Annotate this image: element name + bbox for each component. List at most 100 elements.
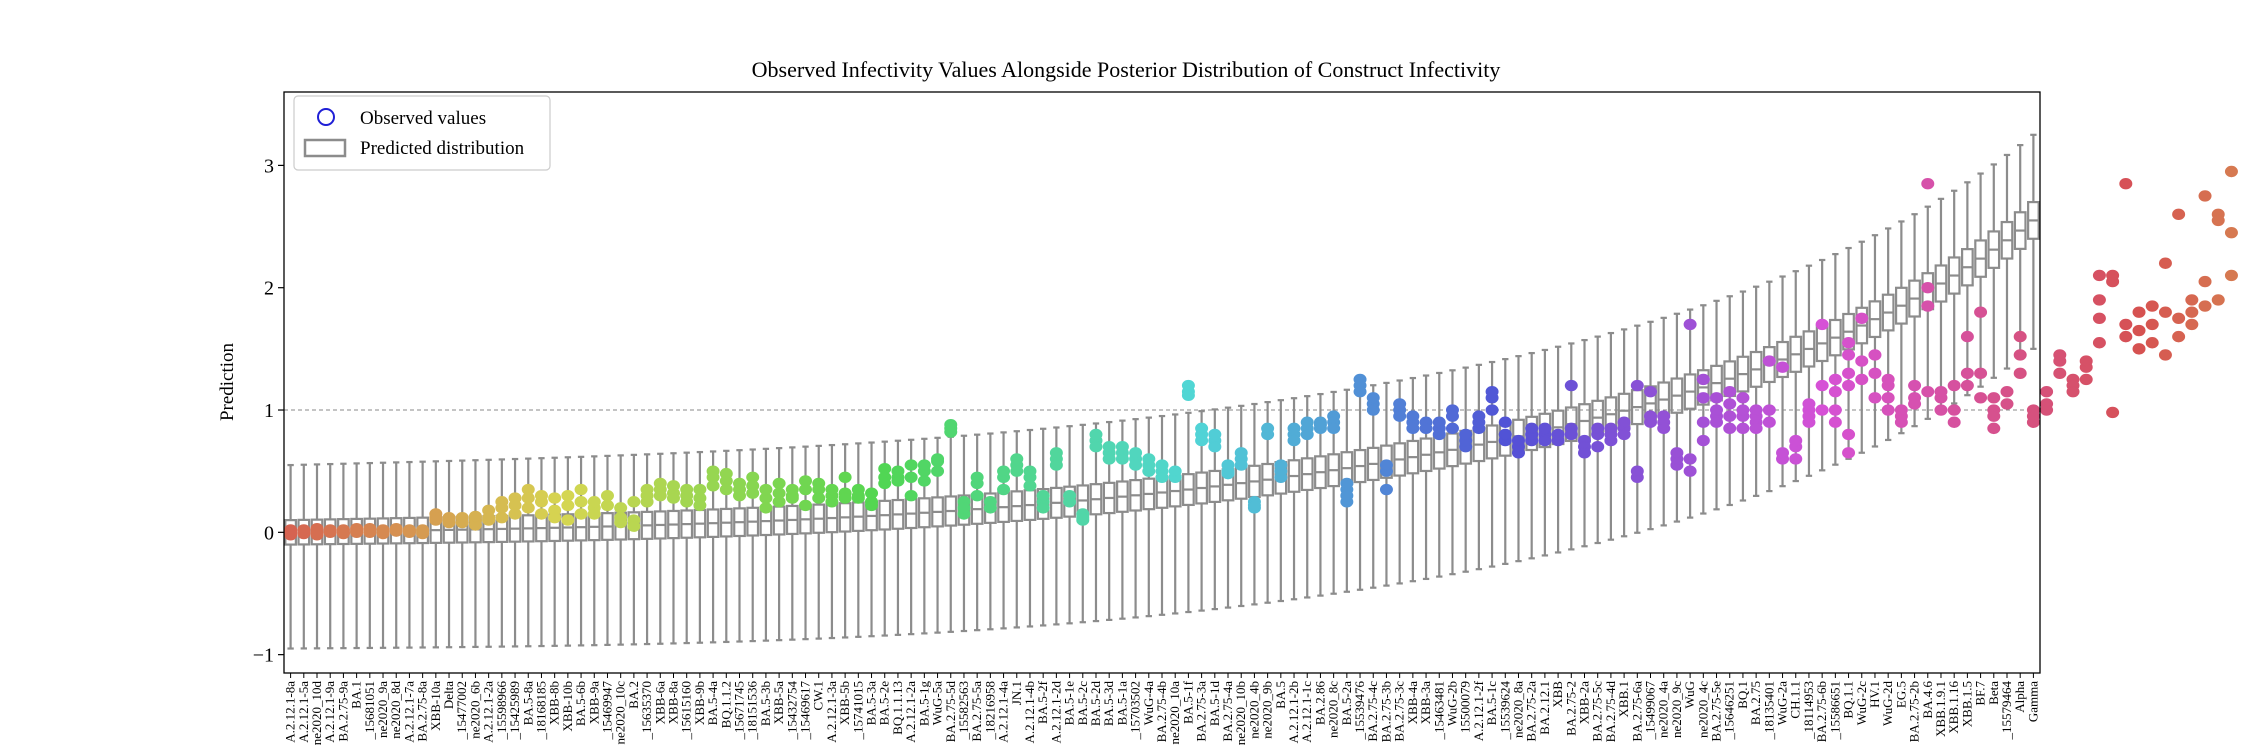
observed-point — [455, 516, 469, 529]
x-tick-label: ne2020_8c — [1326, 681, 1341, 738]
observed-point — [2185, 306, 2199, 318]
observed-point — [323, 525, 337, 537]
observed-point — [1195, 422, 1209, 435]
y-axis-label: Prediction — [217, 342, 238, 421]
observed-point — [2026, 410, 2040, 422]
x-tick-label: _15703502 — [1128, 681, 1143, 741]
x-tick-label: ne2020_9c — [1669, 681, 1684, 738]
observed-point — [1181, 389, 1195, 402]
x-tick-label: ne2020_4b — [1246, 681, 1261, 739]
observed-point — [1710, 416, 1724, 428]
observed-point — [1828, 404, 1842, 416]
observed-point — [970, 489, 984, 502]
y-tick-label: 3 — [264, 155, 274, 177]
observed-point — [1340, 489, 1354, 502]
x-tick-label: BQ.1 — [1735, 681, 1750, 709]
observed-point — [1406, 422, 1420, 435]
observed-point — [1921, 300, 1935, 312]
observed-point — [1842, 379, 1856, 392]
observed-point — [1868, 392, 1882, 404]
observed-point — [772, 487, 786, 499]
observed-point — [1406, 410, 1420, 422]
observed-point — [1683, 453, 1697, 465]
plot-area: −10123A.2.12.1-8aA.2.12.1-5ane2020_10dA.… — [253, 91, 2238, 746]
observed-point — [2013, 367, 2027, 380]
observed-point — [1300, 428, 1314, 441]
observed-point — [1195, 434, 1209, 447]
observed-point — [2158, 349, 2172, 361]
x-tick-label: BA.5-1c — [1484, 681, 1499, 726]
observed-point — [759, 483, 773, 496]
observed-point — [1617, 428, 1631, 441]
observed-point — [1802, 398, 1816, 410]
observed-point — [1591, 441, 1605, 453]
observed-point — [997, 483, 1011, 496]
observed-point — [1274, 459, 1288, 471]
x-tick-label: XBB-9b — [692, 681, 707, 725]
x-tick-label: BA.2.75-8a — [415, 681, 430, 742]
observed-point — [363, 526, 377, 539]
observed-point — [1855, 373, 1869, 386]
x-tick-label: Delta — [441, 681, 456, 709]
observed-point — [574, 496, 588, 508]
observed-point — [1881, 404, 1895, 416]
observed-point — [1076, 511, 1090, 524]
observed-point — [1353, 373, 1367, 386]
x-tick-label: BA.2.86 — [1312, 681, 1327, 726]
observed-point — [389, 525, 403, 537]
legend-frame — [293, 95, 551, 171]
observed-point — [1010, 453, 1024, 465]
x-tick-label: WuG — [1682, 681, 1697, 709]
x-tick-label: _15598966 — [494, 681, 509, 741]
x-tick-label: BA.2.75-3a — [1194, 681, 1209, 742]
observed-point — [944, 426, 958, 438]
observed-point — [310, 529, 324, 541]
x-tick-label: A.2.12.1-8a — [283, 681, 298, 743]
observed-point — [931, 465, 945, 477]
observed-point — [1921, 178, 1935, 190]
observed-point — [1749, 422, 1763, 435]
observed-point — [1102, 441, 1116, 453]
observed-point — [1881, 373, 1895, 386]
observed-point — [1736, 404, 1750, 416]
legend-predicted-label: Predicted distribution — [360, 138, 525, 159]
x-tick-label: ne2020_9a — [375, 681, 390, 738]
observed-point — [1181, 379, 1195, 392]
x-tick-label: XBB.1 — [1616, 681, 1631, 717]
x-tick-label: A.2.12.1-2a — [481, 681, 496, 743]
observed-point — [1155, 459, 1169, 471]
observed-point — [1393, 410, 1407, 422]
observed-point — [587, 508, 601, 520]
x-tick-label: ne2020_10d — [309, 681, 324, 746]
observed-point — [746, 487, 760, 499]
x-tick-label: BA.5-1g — [916, 681, 931, 727]
observed-point — [759, 502, 773, 514]
observed-point — [865, 487, 879, 499]
observed-point — [1921, 385, 1935, 398]
x-tick-label: BA.2.75-4a — [1220, 681, 1235, 742]
observed-point — [1855, 355, 1869, 367]
observed-point — [2000, 385, 2014, 398]
observed-point — [1828, 373, 1842, 386]
observed-point — [1987, 422, 2001, 435]
observed-point — [2079, 355, 2093, 367]
observed-point — [2119, 330, 2133, 343]
x-tick-label: A.2.12.1-2a — [903, 681, 918, 743]
observed-point — [2092, 337, 2106, 349]
x-tick-label: BQ.1.1 — [1841, 681, 1856, 719]
observed-point — [2092, 294, 2106, 306]
observed-point — [1921, 282, 1935, 294]
observed-point — [2185, 294, 2199, 306]
observed-point — [1089, 428, 1103, 441]
observed-point — [468, 510, 482, 523]
observed-point — [1102, 453, 1116, 465]
observed-point — [957, 502, 971, 514]
observed-point — [1445, 422, 1459, 435]
observed-point — [2224, 165, 2238, 178]
x-tick-label: XBB-3a — [1418, 681, 1433, 725]
observed-point — [1129, 459, 1143, 471]
observed-point — [1340, 477, 1354, 490]
observed-point — [495, 511, 509, 524]
observed-point — [1842, 447, 1856, 459]
observed-point — [917, 459, 931, 471]
